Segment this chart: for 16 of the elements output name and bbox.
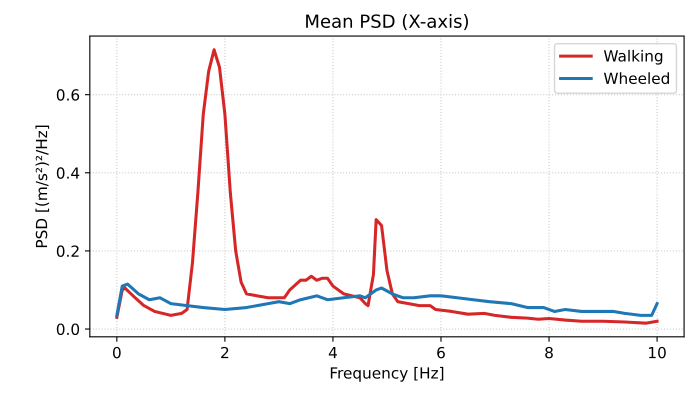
x-tick-label: 8 [545,346,553,358]
y-tick-label: 0.6 [56,89,80,101]
x-tick-label: 10 [649,346,666,358]
legend-label: Walking [604,50,662,65]
line-series [115,282,659,317]
y-tick-label: 0.0 [56,323,80,336]
y-tick-label: 0.4 [56,167,80,179]
legend-label: Wheeled [604,72,669,84]
y-tick-label: 0.2 [56,245,79,257]
x-tick-label: 0 [112,346,121,358]
x-tick-label: 4 [328,347,337,358]
y-axis-title: PSD [(m/s²)²/Hz] [35,126,50,248]
x-tick-label: 6 [437,346,445,358]
x-axis-title: Frequency [Hz] [330,366,444,382]
chart-title: Mean PSD (X-axis) [306,14,468,30]
x-tick-label: 2 [221,346,228,358]
